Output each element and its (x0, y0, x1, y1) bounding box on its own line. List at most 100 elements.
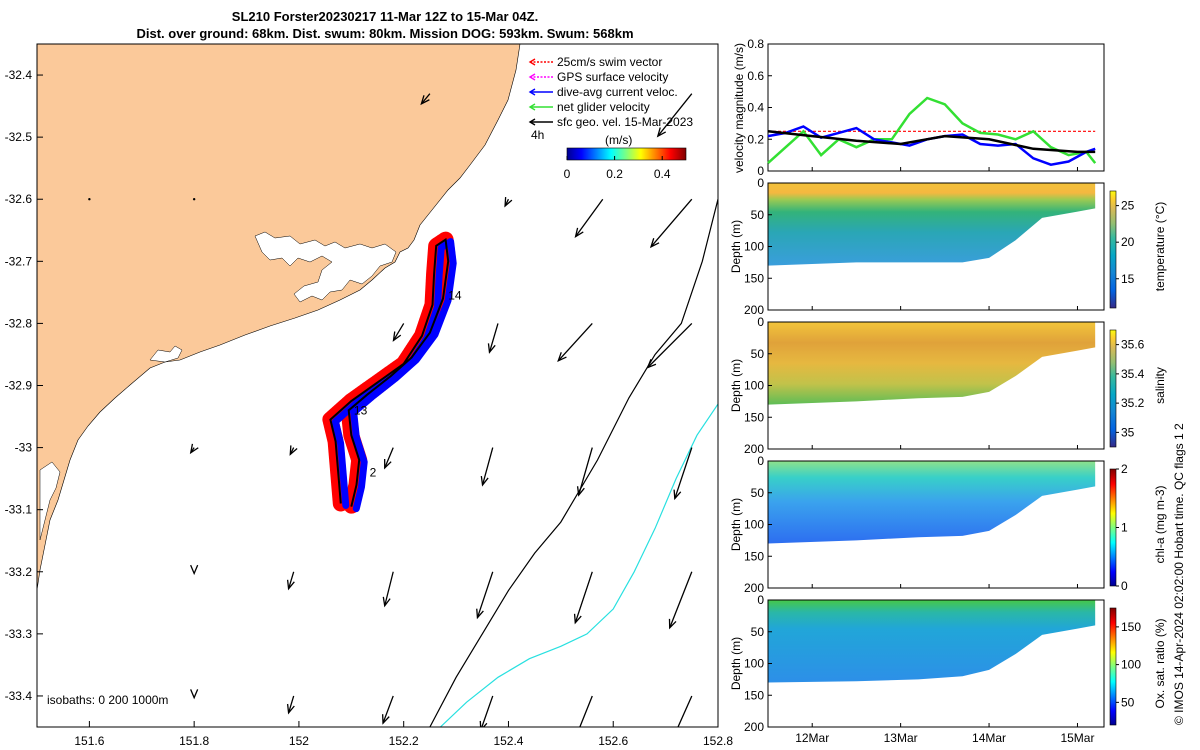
map-y-tick-label: -33.2 (5, 565, 33, 579)
map-x-tick-label: 151.8 (179, 734, 209, 748)
section-colorbar-tick-label: 150 (1121, 620, 1141, 634)
current-vector-0 (420, 93, 431, 106)
current-vector-head (480, 475, 489, 487)
current-vector-head (646, 359, 657, 369)
current-vector-7 (392, 323, 405, 342)
current-vector-16 (673, 447, 693, 501)
current-vector-head (487, 343, 496, 354)
section-colorbar-tick-label: 35.2 (1121, 396, 1145, 410)
current-vector-head (574, 227, 584, 238)
track-label-2: 2 (370, 465, 377, 479)
colorbar-tick-label: 0.4 (654, 167, 671, 181)
time-tick-label: 15Mar (1060, 731, 1094, 745)
map-y-tick-label: -32.8 (5, 316, 33, 330)
current-vector-27 (579, 695, 593, 727)
track-labels: 14 13 2 (354, 288, 462, 479)
section-y-tick-label: 150 (744, 410, 764, 424)
section-colorbar-tick-label: 2 (1121, 462, 1128, 476)
section-y-tick-label: 50 (751, 347, 765, 361)
section-panel-2: 0 50 100 150 200 Depth (m) 0 1 2 chl-a (mg m-3) (729, 454, 1167, 595)
current-vector-1 (656, 93, 693, 138)
section-colorbar-tick-label: 35.4 (1121, 367, 1145, 381)
time-tick-label: 12Mar (795, 731, 829, 745)
section-colorbar-label: Ox. sat. ratio (%) (1153, 618, 1167, 708)
section-y-tick-label: 50 (751, 486, 765, 500)
section-panel-3: 0 50 100 150 200 Depth (m) 50 100 150 Ox. sat. ra… (729, 593, 1167, 734)
current-vector-25 (381, 695, 394, 725)
section-colorbar-tick-label: 15 (1121, 272, 1135, 286)
map-x-tick-label: 152.4 (493, 734, 523, 748)
current-vector-head (656, 127, 667, 138)
section-y-tick-label: 100 (744, 240, 764, 254)
section-colorbar-tick-label: 20 (1121, 235, 1135, 249)
coastal-lake-south (39, 461, 61, 541)
current-vector-shaft (650, 198, 693, 248)
speed-colorbar (566, 147, 687, 161)
section-colorbar (1109, 607, 1117, 726)
speed-colorbar-ticks: 0 0.2 0.4 (564, 156, 671, 181)
map-y-tick-label: -33.1 (5, 503, 33, 517)
river-inlet (149, 345, 183, 363)
map-x-tick-label: 151.6 (74, 734, 104, 748)
map-y-tick-label: -32.7 (5, 254, 33, 268)
current-vector-shaft (481, 447, 494, 486)
current-vector-shaft (575, 198, 604, 238)
legend-entry-0: 25cm/s swim vector (528, 55, 662, 69)
current-vector-head (557, 352, 567, 363)
current-vector-18 (286, 571, 295, 591)
legend-entry-2: dive-avg current veloc. (528, 85, 678, 99)
legend-label: GPS surface velocity (557, 70, 668, 84)
current-vector-shaft (669, 571, 693, 629)
map-y-tick-label: -33.3 (5, 627, 33, 641)
current-vector-17 (190, 564, 199, 576)
map-x-tick-label: 152.6 (598, 734, 628, 748)
current-vector-head (573, 613, 582, 625)
legend-entry-4: sfc geo. vel. 15-Mar-2023 (528, 115, 693, 129)
current-vector-5 (574, 198, 604, 238)
section-y-tick-label: 100 (744, 657, 764, 671)
section-colorbar-tick-label: 0 (1121, 579, 1128, 593)
section-colorbar-label: chl-a (mg m-3) (1153, 485, 1167, 563)
current-vector-20 (476, 571, 494, 620)
section-y-tick-label: 200 (744, 720, 764, 734)
section-y-tick-label: 0 (757, 315, 764, 329)
track-label-1: 13 (354, 403, 368, 417)
section-y-tick-label: 50 (751, 625, 765, 639)
current-vector-22 (668, 571, 693, 630)
section-y-tick-label: 100 (744, 379, 764, 393)
section-colorbar-tick-label: 35.6 (1121, 338, 1145, 352)
section-y-label: Depth (m) (729, 220, 743, 273)
current-vector-shaft (287, 571, 295, 589)
current-vector-dot (88, 198, 91, 201)
isobath-1000m (439, 403, 718, 727)
current-vector-10 (646, 322, 693, 369)
velocity-series-3 (767, 130, 1096, 154)
map-y-tick-label: -32.9 (5, 379, 33, 393)
section-data-field (768, 600, 1096, 683)
velocity-series-1 (767, 96, 1097, 165)
time-tick-label: 14Mar (972, 731, 1006, 745)
legend-swatch-arrow (528, 103, 536, 111)
section-y-tick-label: 150 (744, 688, 764, 702)
current-vector-13 (384, 447, 394, 470)
current-vector-9 (557, 322, 593, 363)
section-y-tick-label: 200 (744, 442, 764, 456)
section-colorbar (1109, 329, 1117, 448)
section-colorbar-label: temperature (°C) (1153, 202, 1167, 292)
section-colorbar-tick-label: 100 (1121, 658, 1141, 672)
current-vector-shaft (488, 323, 499, 353)
colorbar-label: (m/s) (605, 133, 632, 147)
current-vector-shaft (574, 571, 593, 623)
velocity-series (767, 96, 1097, 166)
current-vector-15 (576, 447, 593, 497)
section-y-tick-label: 100 (744, 518, 764, 532)
current-vector-3 (192, 198, 196, 201)
section-colorbar-tick-label: 25 (1121, 199, 1135, 213)
legend-entry-1: GPS surface velocity (528, 70, 668, 84)
section-colorbar (1109, 190, 1117, 309)
current-vector-8 (487, 323, 499, 354)
current-vector-shaft (677, 695, 693, 727)
